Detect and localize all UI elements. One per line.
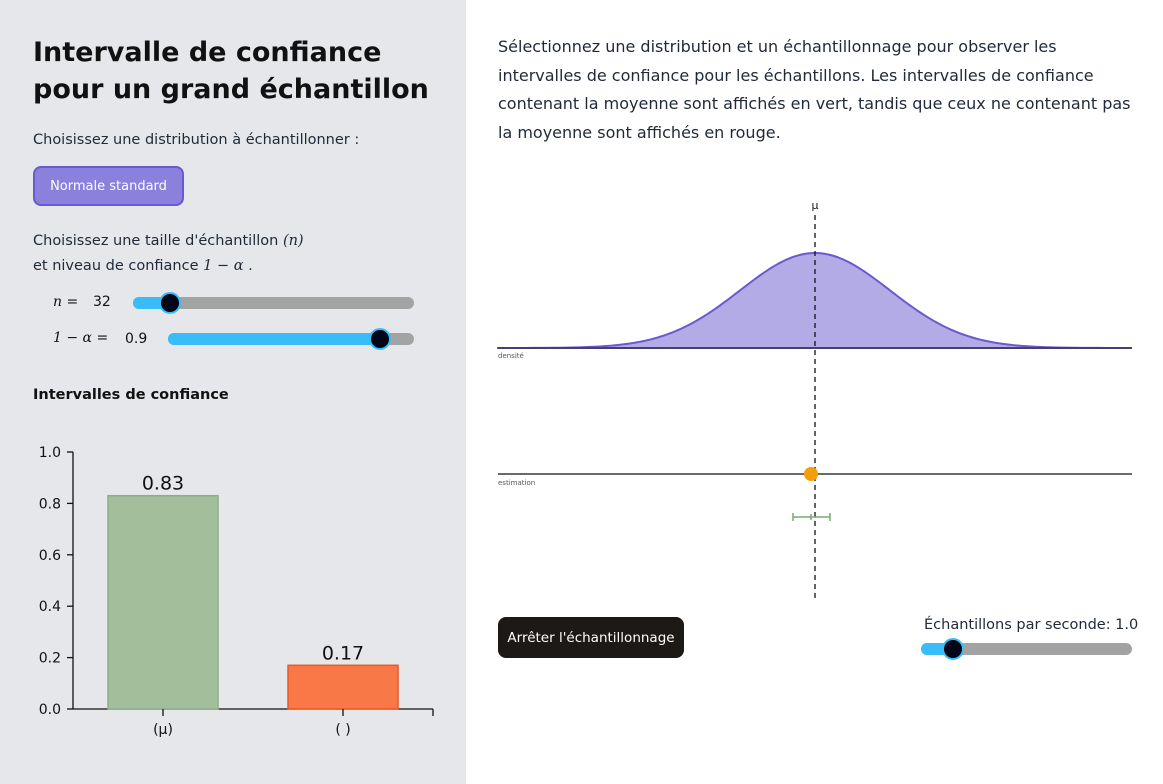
y-tick-label: 0.0 — [39, 702, 61, 718]
prompt-end: . — [248, 258, 253, 274]
samples-per-second-slider[interactable] — [921, 638, 1132, 660]
n-symbol: (n) — [282, 233, 304, 249]
confidence-label: 1 − α = — [53, 330, 109, 346]
sample-size-slider[interactable] — [133, 292, 414, 314]
left-panel: Intervalle de confiance pour un grand éc… — [0, 0, 466, 784]
samples-per-second-label: Échantillons par seconde: 1.0 — [924, 617, 1139, 633]
n-value: 32 — [93, 294, 111, 310]
bar — [107, 494, 219, 710]
bar — [287, 664, 399, 710]
sampling-plot: densité estimation μ — [497, 199, 1133, 598]
sample-size-prompt: Choisissez une taille d'échantillon (n) — [33, 233, 304, 249]
intervals-heading: Intervalles de confiance — [33, 387, 229, 403]
density-label: densité — [498, 352, 524, 360]
confidence-slider[interactable] — [168, 328, 414, 350]
confidence-prompt: et niveau de confiance 1 − α . — [33, 258, 253, 274]
bar-value-label: 0.17 — [322, 642, 364, 664]
y-tick-label: 0.8 — [39, 496, 61, 512]
confidence-value: 0.9 — [125, 331, 148, 347]
sample-size-prompt-text: Choisissez une taille d'échantillon — [33, 233, 279, 249]
mu-label: μ — [812, 199, 819, 212]
confidence-prompt-text: et niveau de confiance — [33, 258, 199, 274]
coverage-bar-chart: 0.0 0.2 0.4 0.6 0.8 1.0 0.83 (μ) 0.17 ( ) — [39, 445, 434, 738]
bar-value-label: 0.83 — [142, 473, 184, 495]
x-tick-label: (μ) — [153, 722, 173, 738]
confidence-slider-thumb[interactable] — [368, 328, 391, 350]
sample-estimate-point — [804, 467, 818, 481]
samples-per-second-slider-thumb[interactable] — [941, 638, 964, 660]
alpha-symbol: 1 − α — [203, 258, 244, 274]
confidence-interval — [792, 513, 831, 521]
description-text: Sélectionnez une distribution et un écha… — [498, 37, 1131, 142]
page-title: Intervalle de confiance pour un grand éc… — [33, 37, 429, 105]
stop-sampling-button[interactable]: Arrêter l'échantillonnage — [498, 617, 684, 658]
distribution-prompt: Choisissez une distribution à échantillo… — [33, 132, 360, 148]
sample-size-slider-thumb[interactable] — [158, 292, 181, 314]
y-tick-label: 1.0 — [39, 445, 61, 461]
y-tick-label: 0.2 — [39, 651, 61, 667]
y-tick-label: 0.4 — [39, 599, 61, 615]
distribution-button[interactable]: Normale standard — [33, 166, 184, 206]
estimation-label: estimation — [498, 479, 535, 487]
n-label: n = — [53, 294, 79, 310]
confidence-slider-fill — [168, 333, 380, 345]
y-tick-label: 0.6 — [39, 548, 61, 564]
x-tick-label: ( ) — [335, 722, 350, 738]
